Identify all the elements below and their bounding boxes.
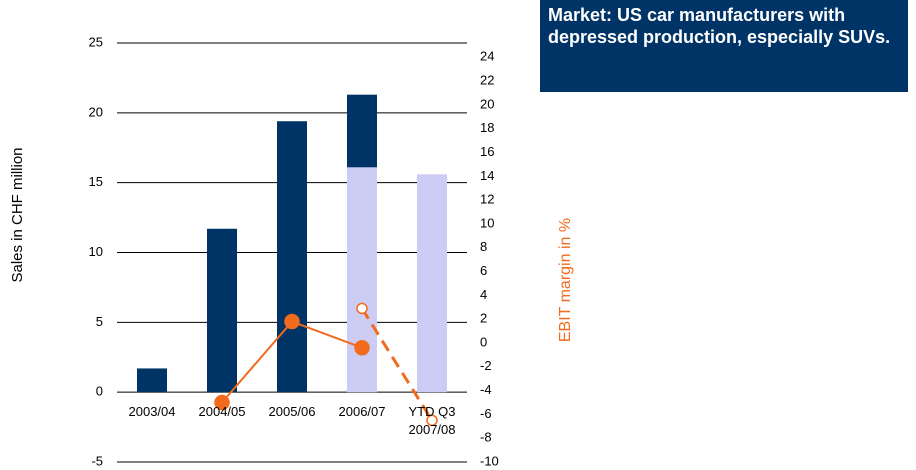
y2-tick-label: 8 xyxy=(480,239,487,254)
bar xyxy=(207,228,237,393)
y2-tick-label: 2 xyxy=(480,311,487,326)
y2-tick-label: 18 xyxy=(480,120,494,135)
y2-axis-label: EBIT margin in % xyxy=(557,218,574,342)
y-axis-label: Sales in CHF million xyxy=(9,147,26,282)
marker xyxy=(356,302,368,315)
bar xyxy=(277,121,307,393)
bar xyxy=(137,368,167,393)
bar xyxy=(347,167,377,393)
y2-tick-label: 0 xyxy=(480,334,487,349)
y-tick-label: 20 xyxy=(89,104,103,119)
x-tick-label: 2004/05 xyxy=(198,404,246,420)
marker xyxy=(284,313,300,330)
y2-tick-label: 14 xyxy=(480,168,494,183)
y2-tick-label: 10 xyxy=(480,215,494,230)
y2-tick-label: -8 xyxy=(480,430,492,445)
y2-tick-label: -2 xyxy=(480,358,492,373)
marker xyxy=(426,414,438,427)
y2-tick-label: 16 xyxy=(480,144,494,159)
y2-tick-label: -6 xyxy=(480,406,492,421)
x-tick-label: 2003/04 xyxy=(128,404,176,420)
marker xyxy=(214,394,230,411)
y-tick-label: 15 xyxy=(89,174,103,189)
y2-tick-label: 4 xyxy=(480,287,487,302)
y-tick-label: 25 xyxy=(89,34,103,49)
x-tick-label: 2006/07 xyxy=(338,404,386,420)
y-tick-label: 0 xyxy=(96,384,103,399)
x-tick-label: 2005/06 xyxy=(268,404,316,420)
x-tick-label: YTD Q3 2007/08 xyxy=(408,404,456,438)
y2-tick-label: 6 xyxy=(480,263,487,278)
y-tick-label: -5 xyxy=(91,453,103,468)
y2-tick-label: 20 xyxy=(480,96,494,111)
y2-tick-label: 22 xyxy=(480,73,494,88)
y-tick-label: 5 xyxy=(96,314,103,329)
y2-tick-label: 24 xyxy=(480,49,494,64)
annotation-box: Market: US car manufacturers with depres… xyxy=(540,0,908,92)
bar xyxy=(417,174,447,393)
y2-tick-label: -4 xyxy=(480,382,492,397)
bar xyxy=(347,94,377,168)
line xyxy=(360,307,434,422)
y-tick-label: 10 xyxy=(89,244,103,259)
y2-tick-label: -10 xyxy=(480,453,499,468)
marker xyxy=(354,339,370,356)
y2-tick-label: 12 xyxy=(480,192,494,207)
